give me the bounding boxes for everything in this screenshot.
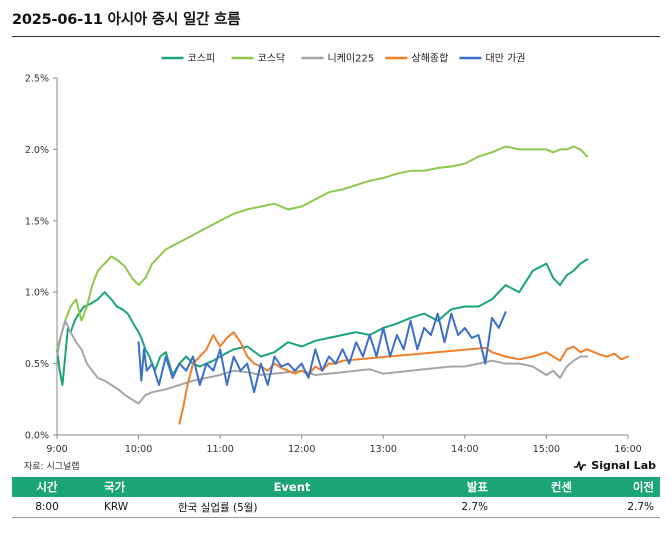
- x-tick-label: 10:00: [125, 444, 152, 455]
- x-tick-label: 16:00: [614, 444, 641, 455]
- y-tick-label: 1.0%: [25, 288, 49, 299]
- legend-label-1: 코스닥: [258, 53, 286, 65]
- cell-consensus: [494, 497, 578, 518]
- x-tick-label: 12:00: [288, 444, 315, 455]
- y-tick-label: 1.5%: [25, 216, 49, 227]
- series-line-4: [137, 311, 507, 394]
- y-tick-label: 0.0%: [25, 431, 49, 442]
- brand-logo: Signal Lab: [573, 459, 656, 472]
- source-note: 자료: 시그널랩: [24, 462, 80, 472]
- x-tick-label: 11:00: [206, 444, 233, 455]
- header-country: 국가: [82, 477, 172, 497]
- header-actual: 발표: [412, 477, 494, 497]
- series-line-1: [56, 145, 589, 351]
- cell-event: 한국 실업률 (5월): [172, 497, 412, 518]
- cell-time: 8:00: [12, 497, 82, 518]
- y-tick-label: 0.5%: [25, 359, 49, 370]
- series-line-2: [56, 319, 589, 405]
- cell-previous: 2.7%: [578, 497, 660, 518]
- legend-label-3: 상해종합: [412, 52, 449, 65]
- cell-actual: 2.7%: [412, 497, 494, 518]
- header-time: 시간: [12, 477, 82, 497]
- legend-label-4: 대만 가권: [486, 53, 526, 65]
- line-chart: 0.0% 0.5% 1.0% 1.5% 2.0% 2.5% 9:00 10:00 11:00 12…: [25, 52, 642, 456]
- x-tick-label: 13:00: [370, 444, 397, 455]
- series-line-0: [56, 258, 589, 386]
- x-tick-label: 15:00: [533, 444, 560, 455]
- brand-name: Signal Lab: [591, 459, 656, 472]
- x-tick-label: 9:00: [46, 444, 67, 455]
- signal-wave-icon: [574, 460, 587, 471]
- y-tick-label: 2.5%: [25, 74, 49, 85]
- title-divider: [12, 36, 660, 37]
- header-event: Event: [172, 477, 412, 497]
- legend-label-2: 니케이225: [328, 53, 375, 65]
- header-consensus: 컨센: [494, 477, 578, 497]
- cell-country: KRW: [82, 497, 172, 518]
- series-line-3: [178, 331, 629, 425]
- economic-calendar-table: 시간 국가 Event 발표 컨센 이전 8:00 KRW 한국 실업률 (5월…: [12, 477, 660, 518]
- table-row: 8:00 KRW 한국 실업률 (5월) 2.7% 2.7%: [12, 497, 660, 518]
- legend-label-0: 코스피: [188, 53, 216, 65]
- table-header-row: 시간 국가 Event 발표 컨센 이전: [12, 477, 660, 497]
- x-tick-label: 14:00: [451, 444, 478, 455]
- page-title: 2025-06-11 아시아 증시 일간 흐름: [12, 12, 241, 28]
- header-previous: 이전: [578, 477, 660, 497]
- y-tick-label: 2.0%: [25, 145, 49, 156]
